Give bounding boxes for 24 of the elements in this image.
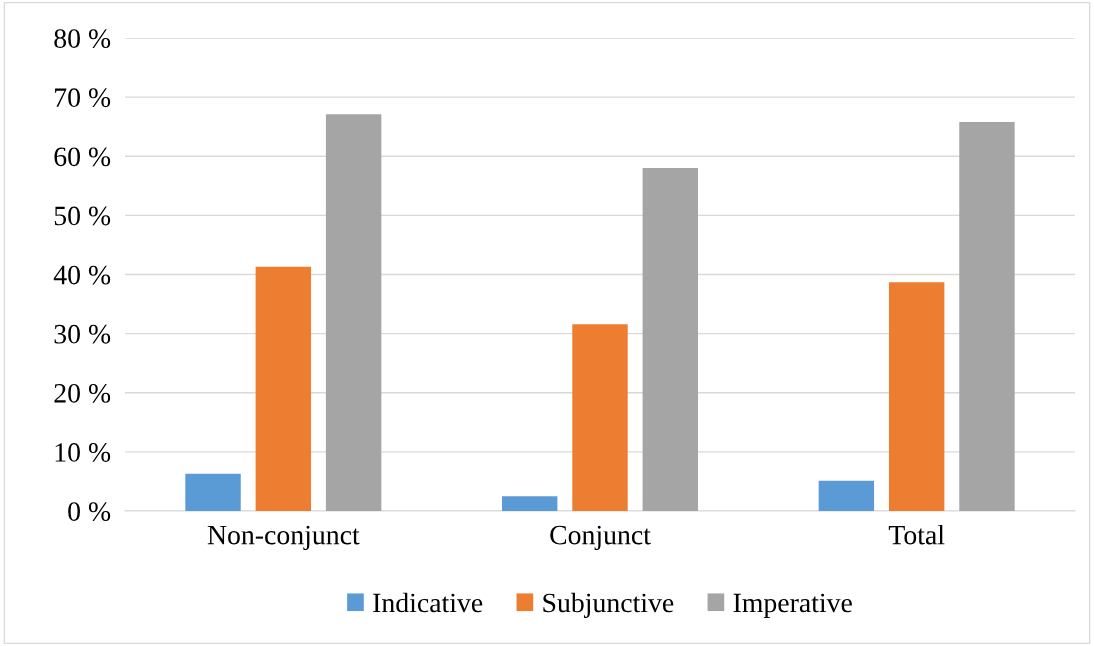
x-tick-label: Total [888, 524, 945, 545]
y-tick-label: 60 % [54, 147, 111, 167]
y-tick-label: 70 % [55, 88, 111, 108]
bar [888, 282, 945, 511]
x-tick-label: Conjunct [550, 525, 651, 551]
bar [572, 324, 628, 511]
y-tick-label: 0 % [68, 502, 111, 521]
bar [255, 266, 312, 511]
y-tick-label: 40 % [53, 265, 111, 285]
legend-label: Indicative [373, 592, 483, 613]
y-tick-label: 30 % [54, 324, 111, 344]
y-tick-label: 10 % [55, 443, 111, 462]
legend-label: Subjunctive [543, 592, 674, 618]
bar [959, 121, 1015, 511]
bar [185, 473, 241, 511]
x-tick-label: Non-conjunct [207, 525, 360, 551]
bar [325, 114, 382, 511]
y-tick-label: 50 % [54, 206, 111, 226]
y-tick-label: 20 % [54, 383, 111, 403]
bar [818, 480, 875, 511]
y-tick-label: 80 % [54, 29, 111, 48]
legend-label: Imperative [733, 593, 852, 618]
bar [642, 168, 699, 511]
bar [501, 496, 558, 511]
